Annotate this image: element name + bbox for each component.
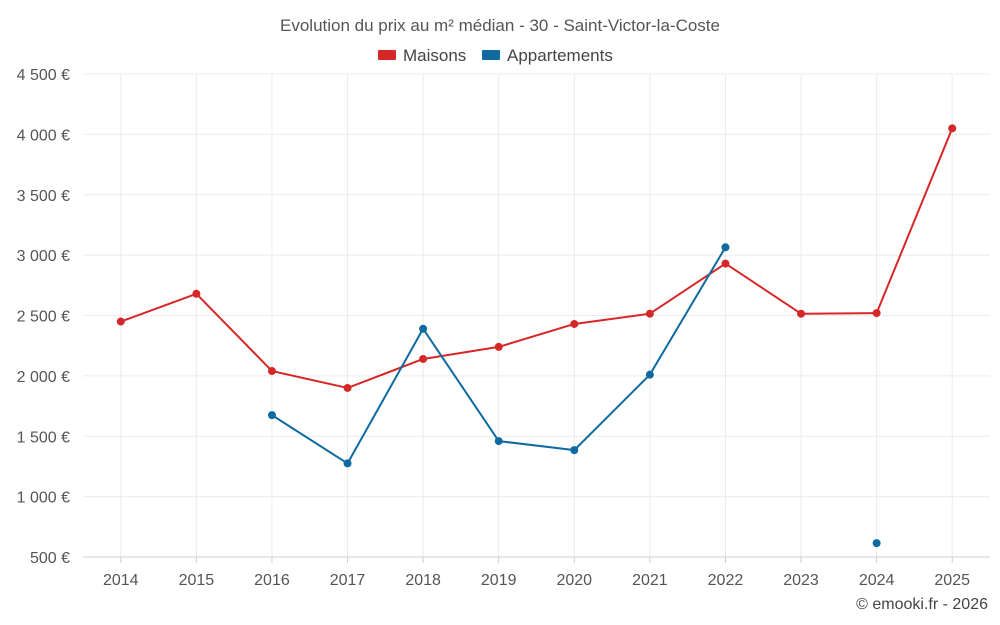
legend-label-maisons: Maisons [403,46,466,65]
series-line-maisons [195,292,273,373]
x-tick-label: 2014 [103,572,139,589]
series-line-maisons [497,322,576,348]
series-line-maisons [270,370,349,389]
legend-swatch-appartements [482,50,500,60]
chart-title: Evolution du prix au m² médian - 30 - Sa… [280,16,720,35]
legend-item-appartements[interactable]: Appartements [482,46,613,65]
y-tick-label: 3 000 € [17,248,70,265]
data-point-maisons[interactable] [419,354,428,363]
x-tick-label: 2022 [708,572,744,589]
x-tick-label: 2017 [330,572,366,589]
data-point-appartements[interactable] [721,243,730,252]
y-tick-label: 1 000 € [17,490,70,507]
x-tick-label: 2023 [783,572,819,589]
credit-text: © emooki.fr - 2026 [856,596,988,613]
data-point-maisons[interactable] [116,317,125,326]
series-line-appartements [573,373,651,452]
data-point-maisons[interactable] [948,124,957,133]
x-tick-label: 2020 [556,572,592,589]
series-appartements [267,243,881,548]
data-point-maisons[interactable] [570,319,579,328]
data-point-appartements[interactable] [343,459,352,468]
series-line-maisons [648,262,727,315]
data-point-appartements[interactable] [494,437,503,446]
series-line-appartements [270,414,349,465]
data-point-maisons[interactable] [645,309,654,318]
y-tick-label: 2 500 € [17,309,70,326]
x-tick-label: 2019 [481,572,517,589]
series-line-appartements [497,440,576,452]
data-point-appartements[interactable] [872,539,881,548]
y-tick-label: 3 500 € [17,188,70,205]
data-point-maisons[interactable] [797,309,806,318]
y-tick-label: 1 500 € [17,429,70,446]
data-point-maisons[interactable] [721,259,730,268]
y-tick-label: 4 500 € [17,67,70,84]
x-tick-label: 2018 [405,572,441,589]
data-point-appartements[interactable] [419,324,428,333]
series [116,124,957,548]
x-tick-label: 2024 [859,572,895,589]
y-tick-label: 4 000 € [17,127,70,144]
data-point-maisons[interactable] [343,383,352,392]
y-tick-label: 500 € [30,550,70,567]
data-point-appartements[interactable] [645,370,654,379]
x-tick-label: 2015 [179,572,215,589]
series-line-maisons [422,345,500,360]
series-line-maisons [800,312,878,315]
series-line-appartements [648,246,727,376]
series-line-maisons [875,127,954,315]
data-point-maisons[interactable] [192,289,201,298]
series-line-maisons [573,312,651,325]
series-line-maisons [119,292,198,323]
x-tick-label: 2021 [632,572,668,589]
y-tick-label: 2 000 € [17,369,70,386]
data-point-maisons[interactable] [267,367,276,376]
series-line-appartements [346,327,425,465]
data-point-appartements[interactable] [570,446,579,455]
x-tick-label: 2016 [254,572,290,589]
series-line-maisons [346,357,425,389]
data-point-appartements[interactable] [267,411,276,420]
legend-item-maisons[interactable]: Maisons [378,46,466,65]
x-tick-label: 2025 [934,572,970,589]
legend-label-appartements: Appartements [507,46,613,65]
series-line-appartements [422,327,500,443]
series-maisons [116,124,957,392]
grid [83,73,990,557]
data-point-maisons[interactable] [872,309,881,318]
legend[interactable]: Maisons Appartements [378,46,613,65]
data-point-maisons[interactable] [494,342,503,351]
axes: 500 € 1 000 € 1 500 € 2 000 € 2 500 € 3 000 €… [17,67,990,589]
series-line-maisons [724,262,803,315]
legend-swatch-maisons [378,50,396,60]
